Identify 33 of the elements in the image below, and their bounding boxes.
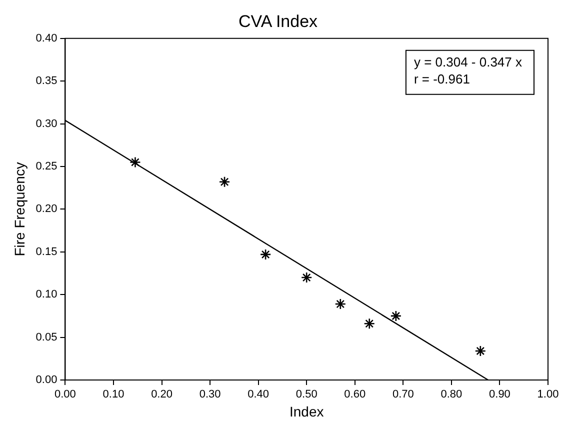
x-tick-label: 0.80 (440, 388, 462, 401)
point (218, 176, 230, 188)
x-axis-title: Index (289, 403, 324, 420)
annotation: y = 0.304 - 0.347 x (414, 54, 522, 70)
x-tick-label: 0.50 (296, 388, 318, 401)
point (364, 318, 376, 330)
y-tick-label: 0.40 (36, 32, 58, 44)
x-tick-label: 0.60 (344, 388, 366, 401)
point (390, 310, 402, 322)
point (300, 272, 312, 284)
y-tick-label: 0.25 (36, 160, 58, 173)
y-tick-label: 0.10 (36, 288, 58, 301)
x-tick-label: 1.00 (537, 388, 559, 401)
x-tick-label: 0.40 (248, 388, 270, 401)
point (474, 345, 486, 357)
y-tick-label: 0.00 (36, 374, 58, 386)
annotation: r = -0.961 (414, 71, 470, 86)
y-tick-label: 0.35 (36, 75, 58, 88)
y-tick-label: 0.15 (36, 246, 58, 258)
x-tick-label: 0.20 (151, 388, 172, 401)
x-tick-label: 0.00 (54, 388, 76, 401)
x-tick-label: 0.70 (392, 388, 414, 401)
y-tick-label: 0.05 (36, 331, 58, 344)
y-tick-label: 0.20 (36, 203, 58, 216)
point (334, 298, 346, 310)
x-tick-label: 0.30 (199, 388, 221, 401)
point (260, 248, 272, 260)
x-tick-label: 0.10 (102, 388, 124, 401)
y-tick-label: 0.30 (36, 118, 58, 130)
y-axis-title: Fire Frequency (11, 162, 28, 256)
x-tick-label: 0.90 (489, 388, 510, 401)
point (130, 156, 141, 168)
chart-title: CVA Index (238, 12, 318, 31)
